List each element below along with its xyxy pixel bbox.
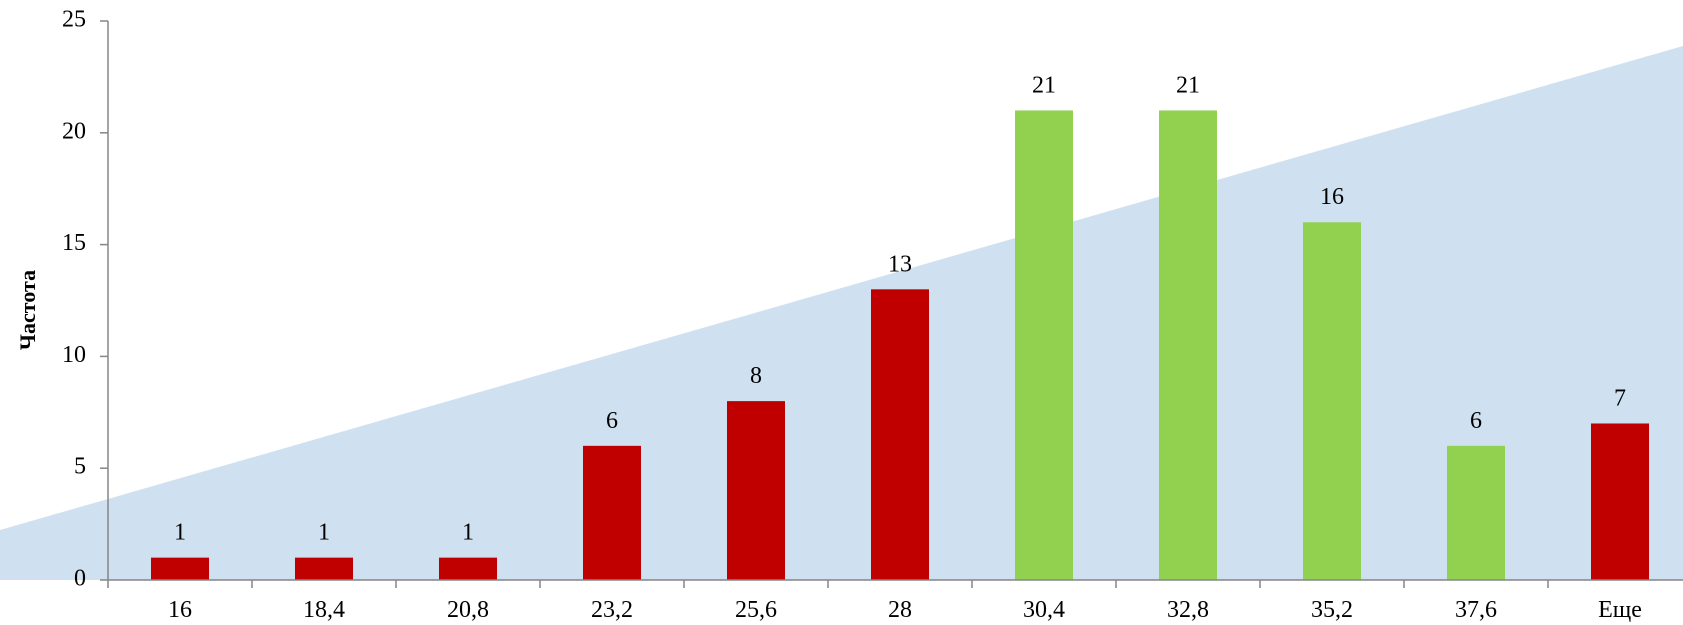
data-label: 1 — [174, 520, 186, 546]
x-tick-label: 32,8 — [1167, 597, 1209, 623]
bar-2 — [295, 557, 353, 580]
bar-1 — [151, 557, 209, 580]
y-tick-label: 25 — [62, 7, 86, 33]
y-axis-title: Частота — [15, 270, 40, 350]
x-tick-label: 37,6 — [1455, 597, 1497, 623]
x-tick-label: 25,6 — [735, 597, 777, 623]
bar-7 — [1015, 110, 1073, 580]
y-tick-label: 20 — [62, 118, 86, 144]
y-tick-label: 10 — [62, 342, 86, 368]
x-tick-label: 28 — [888, 597, 912, 623]
bar-3 — [439, 557, 497, 580]
data-label: 7 — [1614, 385, 1626, 411]
bar-6 — [871, 289, 929, 580]
x-tick-label: 16 — [168, 597, 192, 623]
data-label: 21 — [1176, 72, 1200, 98]
y-tick-label: 0 — [74, 566, 86, 592]
bar-4 — [583, 445, 641, 580]
data-label: 6 — [606, 408, 618, 434]
background-wedge — [0, 46, 1683, 580]
x-tick-label: 30,4 — [1023, 597, 1065, 623]
data-label: 21 — [1032, 72, 1056, 98]
y-tick-label: 15 — [62, 230, 86, 256]
bar-8 — [1159, 110, 1217, 580]
bar-9 — [1303, 222, 1361, 581]
x-tick-label: 20,8 — [447, 597, 489, 623]
data-label: 6 — [1470, 408, 1482, 434]
x-tick-label: Еще — [1598, 597, 1642, 623]
bar-11 — [1591, 423, 1649, 580]
x-tick-label: 18,4 — [303, 597, 345, 623]
data-label: 1 — [462, 520, 474, 546]
data-label: 16 — [1320, 184, 1344, 210]
data-label: 1 — [318, 520, 330, 546]
bar-5 — [727, 401, 785, 580]
data-label: 8 — [750, 363, 762, 389]
x-tick-label: 35,2 — [1311, 597, 1353, 623]
y-tick-label: 5 — [74, 454, 86, 480]
bar-10 — [1447, 445, 1505, 580]
x-tick-label: 23,2 — [591, 597, 633, 623]
data-label: 13 — [888, 251, 912, 277]
